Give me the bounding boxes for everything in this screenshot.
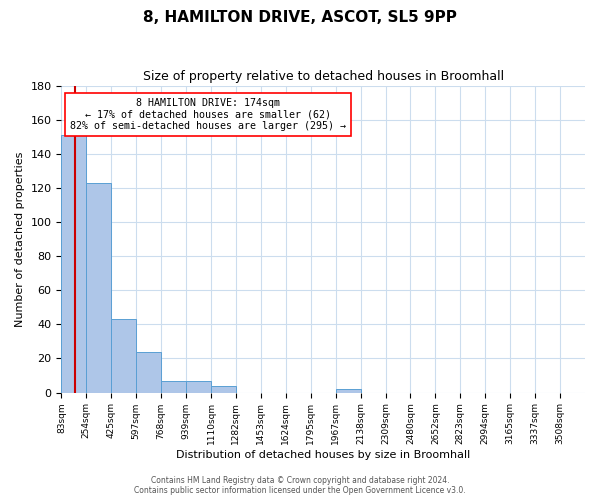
X-axis label: Distribution of detached houses by size in Broomhall: Distribution of detached houses by size … — [176, 450, 470, 460]
Bar — [61, 135, 86, 392]
Text: 8, HAMILTON DRIVE, ASCOT, SL5 9PP: 8, HAMILTON DRIVE, ASCOT, SL5 9PP — [143, 10, 457, 25]
Bar — [86, 183, 111, 392]
Bar — [111, 319, 136, 392]
Title: Size of property relative to detached houses in Broomhall: Size of property relative to detached ho… — [143, 70, 504, 83]
Bar — [186, 380, 211, 392]
Text: 8 HAMILTON DRIVE: 174sqm
← 17% of detached houses are smaller (62)
82% of semi-d: 8 HAMILTON DRIVE: 174sqm ← 17% of detach… — [70, 98, 346, 131]
Bar — [211, 386, 236, 392]
Bar — [335, 389, 361, 392]
Y-axis label: Number of detached properties: Number of detached properties — [15, 152, 25, 327]
Bar — [161, 380, 186, 392]
Text: Contains HM Land Registry data © Crown copyright and database right 2024.
Contai: Contains HM Land Registry data © Crown c… — [134, 476, 466, 495]
Bar — [136, 352, 161, 393]
